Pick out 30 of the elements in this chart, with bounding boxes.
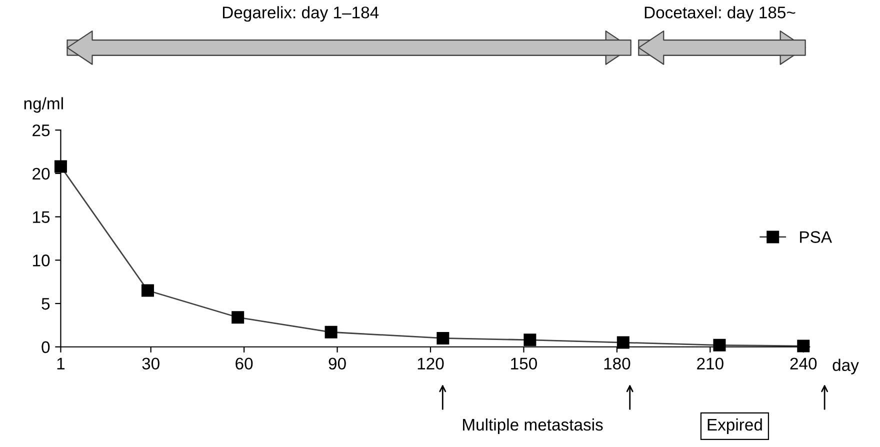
- point: [141, 284, 154, 297]
- x-tick-label: 180: [604, 358, 630, 370]
- x-tick-label: 30: [142, 358, 160, 370]
- point: [713, 338, 726, 352]
- x-tick-label: 240: [790, 358, 817, 370]
- text: Multiple metastasis: [463, 418, 603, 434]
- text: Expired: [708, 418, 762, 434]
- x-tick-label: 60: [236, 358, 253, 370]
- y-tick-label: 10: [33, 254, 50, 266]
- point: [324, 326, 338, 338]
- y-tick-label: 25: [32, 124, 50, 136]
- x-tick-label: 120: [418, 358, 444, 370]
- x-tick-label: 150: [511, 358, 537, 370]
- x-tick-label: 1: [57, 358, 65, 370]
- point: [232, 311, 244, 324]
- point: [436, 332, 450, 344]
- x-axis-title: day: [832, 358, 859, 374]
- y-axis-title: ng/ml: [24, 97, 63, 113]
- y-tick-label: 20: [32, 168, 50, 180]
- text: Docetaxel: day 185~: [644, 6, 796, 22]
- x-tick-label: 90: [328, 358, 346, 370]
- legend-label: PSA: [800, 231, 832, 243]
- point: [797, 340, 810, 352]
- point: [524, 334, 536, 346]
- y-tick-label: 15: [33, 211, 50, 223]
- point: [616, 336, 630, 349]
- x-tick-label: 210: [697, 358, 724, 370]
- text: Degarelix: day 1–184: [222, 6, 379, 22]
- y-tick-label: 5: [42, 298, 50, 310]
- y-tick-label: 0: [42, 341, 50, 354]
